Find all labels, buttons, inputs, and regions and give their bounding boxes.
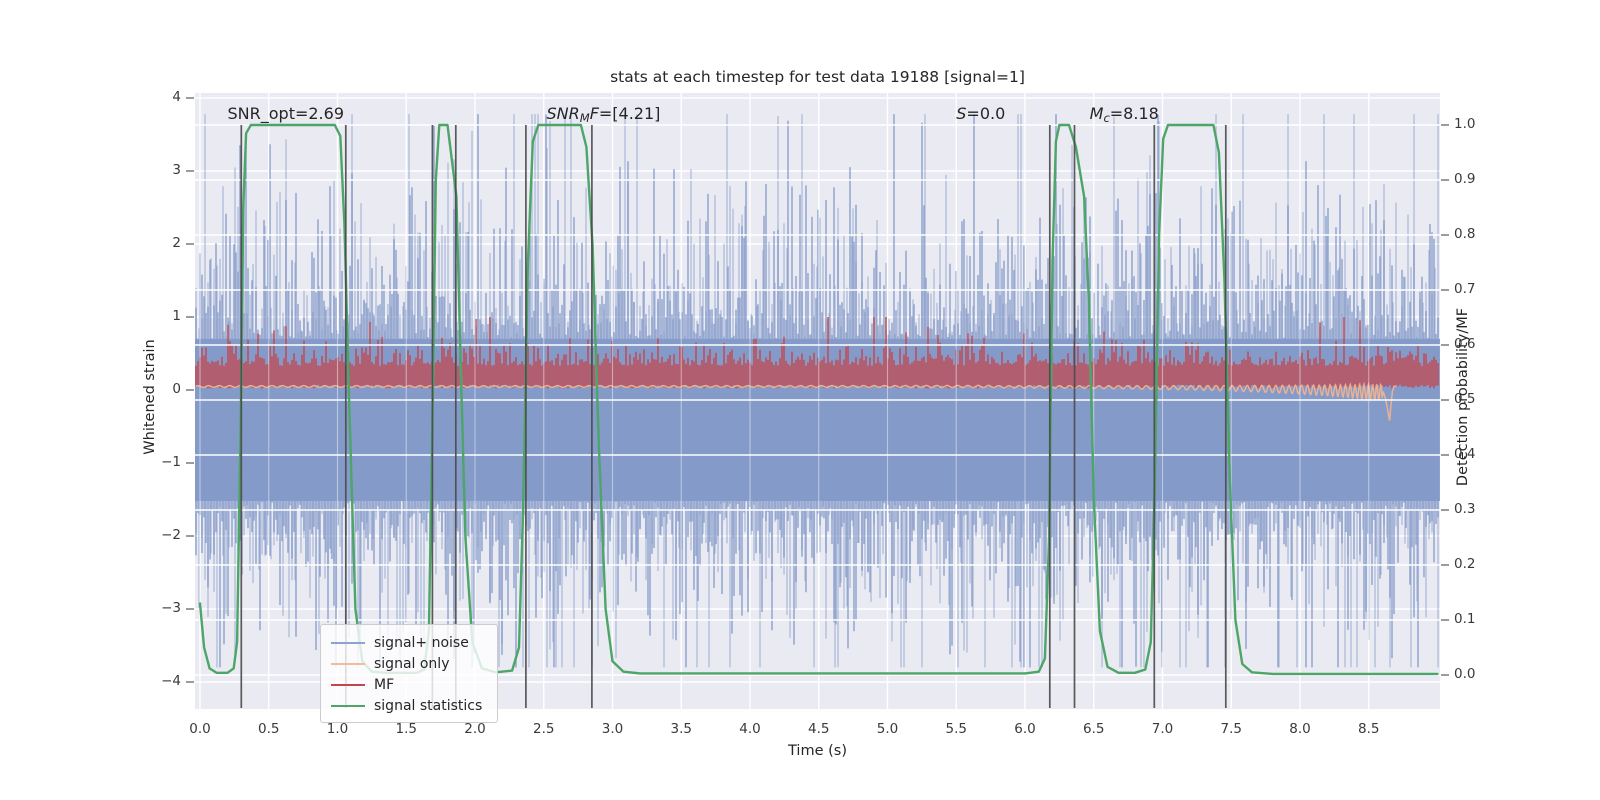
y-right-tick-label: 0.7: [1454, 281, 1476, 297]
y-right-tick-label: 0.1: [1454, 611, 1476, 627]
annotation-segment: M: [579, 111, 590, 125]
legend-label: signal only: [374, 655, 450, 672]
x-tick-label: 3.0: [601, 721, 624, 737]
legend-label: signal+ noise: [374, 634, 469, 651]
chart-legend: signal+ noise signal only MF signal stat…: [320, 624, 498, 723]
y-left-tick-label: −4: [161, 673, 181, 689]
annotation-segment: =0.0: [966, 104, 1006, 123]
annotation-segment: =[4.21]: [598, 104, 661, 123]
y-right-tick-label: 0.6: [1454, 336, 1476, 352]
x-tick-label: 4.0: [739, 721, 761, 737]
x-tick-label: 0.5: [258, 721, 280, 737]
y-left-tick-label: 3: [172, 162, 181, 178]
y-right-tick-label: 0.4: [1454, 446, 1476, 462]
legend-line-swatch-signal-noise: [331, 641, 365, 644]
annotation-snr-mf: SNRMF=[4.21]: [547, 104, 661, 125]
legend-item: signal statistics: [331, 695, 487, 716]
annotation-m-c: Mc=8.18: [1090, 104, 1159, 125]
series-mf: [195, 317, 1439, 389]
marker-vlines: [240, 125, 1227, 708]
annotation-snr-opt: SNR_opt=2.69: [228, 104, 345, 123]
legend-item: MF: [331, 674, 487, 695]
legend-item: signal+ noise: [331, 632, 487, 653]
x-tick-label: 5.5: [945, 721, 967, 737]
y-left-tick-label: 0: [172, 381, 181, 397]
legend-item: signal only: [331, 653, 487, 674]
x-tick-label: 8.0: [1289, 721, 1311, 737]
annotation-segment: SNR_opt=2.69: [227, 104, 345, 123]
y-left-tick-label: −2: [161, 527, 181, 543]
annotation-segment: SNR: [546, 104, 580, 123]
y-left-tick-label: 1: [172, 308, 181, 324]
annotation-segment: c: [1103, 111, 1110, 125]
y-right-tick-label: 0.3: [1454, 501, 1476, 517]
chart-title: stats at each timestep for test data 191…: [610, 68, 1025, 86]
legend-line-swatch-mf: [331, 683, 365, 686]
x-tick-label: 4.5: [808, 721, 830, 737]
x-tick-label: 2.0: [464, 721, 486, 737]
x-tick-label: 3.5: [670, 721, 692, 737]
y-left-tick-label: −3: [161, 600, 181, 616]
annotation-segment: M: [1089, 104, 1104, 123]
y-left-tick-label: −1: [161, 454, 181, 470]
x-tick-label: 1.5: [395, 721, 417, 737]
x-tick-label: 7.0: [1151, 721, 1174, 737]
annotation-segment: F: [589, 104, 599, 123]
x-tick-label: 1.0: [326, 721, 349, 737]
y-left-tick-label: 2: [172, 235, 181, 251]
legend-label: MF: [374, 676, 395, 693]
series-signal-statistics: [198, 123, 1439, 676]
annotation-segment: S: [956, 104, 967, 123]
y-left-axis-label: Whitened strain: [142, 339, 158, 455]
legend-line-swatch-signal-statistics: [331, 704, 365, 707]
grid-over: [195, 93, 1440, 709]
legend-label: signal statistics: [374, 697, 483, 714]
axis-tick-marks: [186, 97, 1449, 683]
x-axis-label: Time (s): [788, 743, 847, 759]
x-tick-label: 6.5: [1083, 721, 1105, 737]
y-right-tick-label: 0.5: [1454, 391, 1476, 407]
x-tick-label: 7.5: [1220, 721, 1242, 737]
y-right-tick-label: 1.0: [1454, 116, 1476, 132]
annotation-segment: =8.18: [1109, 104, 1159, 123]
y-right-tick-label: 0.0: [1454, 666, 1476, 682]
y-right-tick-label: 0.9: [1454, 171, 1476, 187]
y-right-tick-label: 0.2: [1454, 556, 1476, 572]
series-signal-only: [195, 381, 1397, 421]
x-tick-label: 0.0: [189, 721, 211, 737]
legend-line-swatch-signal-only: [331, 662, 365, 665]
x-tick-label: 8.5: [1358, 721, 1380, 737]
x-tick-label: 6.0: [1014, 721, 1036, 737]
x-tick-label: 2.5: [533, 721, 555, 737]
y-right-tick-label: 0.8: [1454, 226, 1476, 242]
y-left-tick-label: 4: [172, 89, 181, 105]
annotation-s-stat: S=0.0: [956, 104, 1005, 123]
x-tick-label: 5.0: [876, 721, 899, 737]
